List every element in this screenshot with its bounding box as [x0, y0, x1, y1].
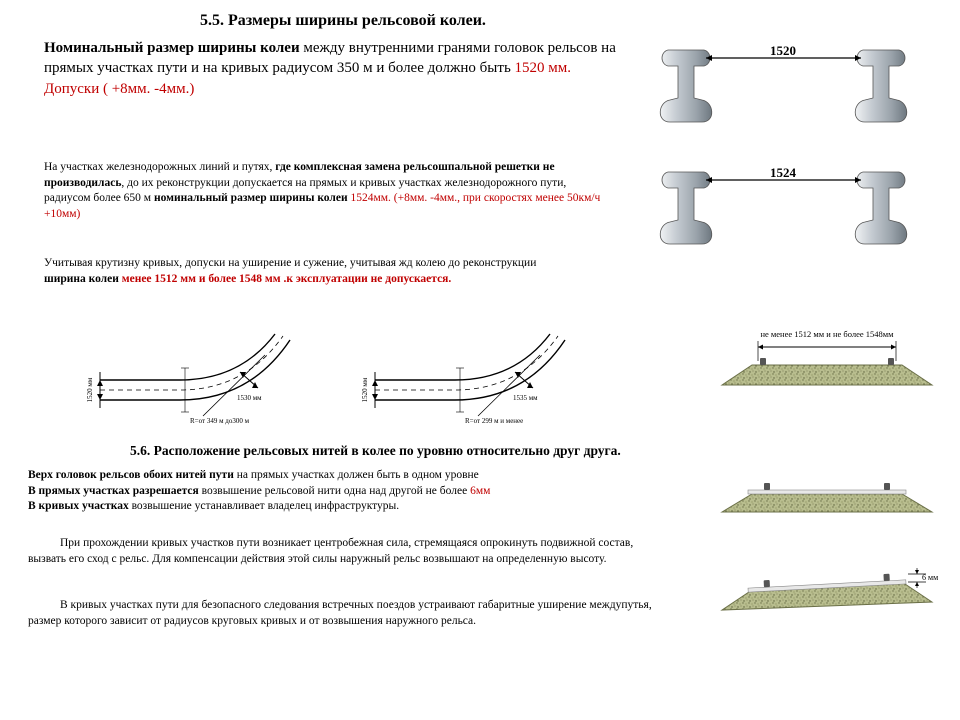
- sec-label: не менее 1512 мм и не более 1548мм: [760, 329, 894, 339]
- p5g: возвышение устанавливает владелец инфрас…: [132, 500, 400, 512]
- cross-section-canted: 6 мм: [712, 560, 942, 625]
- p5f: В кривых участках: [28, 500, 132, 512]
- cross-section-limits: не менее 1512 мм и не более 1548мм: [712, 325, 942, 405]
- curve-diagram-2: 1520 мм R=от 299 м и менее 1535 мм: [345, 330, 595, 430]
- p4a: Учитывая крутизну кривых, допуски на уши…: [44, 257, 536, 269]
- para-centrifugal: При прохождении кривых участков пути воз…: [28, 536, 668, 567]
- p2: Допуски ( +8мм. -4мм.): [44, 81, 194, 97]
- para-1524: На участках железнодорожных линий и путя…: [44, 160, 604, 222]
- gauge-1520-label: 1520: [770, 43, 796, 58]
- heading-56: 5.6. Расположение рельсовых нитей в коле…: [130, 443, 621, 459]
- p3a: На участках железнодорожных линий и путя…: [44, 161, 275, 173]
- p5a: Верх головок рельсов обоих нитей пути: [28, 469, 237, 481]
- para-interspace: В кривых участках пути для безопасного с…: [28, 598, 668, 629]
- gauge-1524-label: 1524: [770, 165, 797, 180]
- rail-figure-1520: 1520: [648, 38, 928, 138]
- para-level: Верх головок рельсов обоих нитей пути на…: [28, 468, 668, 515]
- curve1-r: R=от 349 м до300 м: [190, 417, 250, 425]
- p4c: менее 1512 мм и более 1548 мм .к эксплуа…: [122, 273, 452, 285]
- p4b: ширина колеи: [44, 273, 122, 285]
- curve2-y: 1520 мм: [361, 377, 369, 402]
- para-nominal: Номинальный размер ширины колеи между вн…: [44, 38, 644, 99]
- cross-section-level: [712, 470, 942, 525]
- rail-figure-1524: 1524: [648, 160, 928, 260]
- rail-right2: [855, 172, 907, 244]
- para-limits: Учитывая крутизну кривых, допуски на уши…: [44, 256, 644, 287]
- rail-right: [855, 50, 907, 122]
- curve1-y: 1520 мм: [86, 377, 94, 402]
- p1-val: 1520 мм.: [515, 60, 571, 76]
- rail-left: [660, 50, 712, 122]
- p5d: возвышение рельсовой нити одна над друго…: [202, 485, 470, 497]
- p3d: номинальный размер ширины колеи: [154, 192, 351, 204]
- rail-left2: [660, 172, 712, 244]
- p5c: В прямых участках разрешается: [28, 485, 202, 497]
- p1-bold: Номинальный размер ширины колеи: [44, 40, 303, 56]
- title-55: 5.5. Размеры ширины рельсовой колеи.: [200, 12, 486, 30]
- curve1-w: 1530 мм: [237, 394, 262, 402]
- p5e: 6мм: [470, 485, 490, 497]
- p5b: на прямых участках должен быть в одном у…: [237, 469, 479, 481]
- curve2-w: 1535 мм: [513, 394, 538, 402]
- label-6mm: 6 мм: [922, 573, 938, 582]
- curve2-r: R=от 299 м и менее: [465, 417, 523, 425]
- curve-diagram-1: 1520 мм R=от 349 м до300 м 1530 мм: [70, 330, 320, 430]
